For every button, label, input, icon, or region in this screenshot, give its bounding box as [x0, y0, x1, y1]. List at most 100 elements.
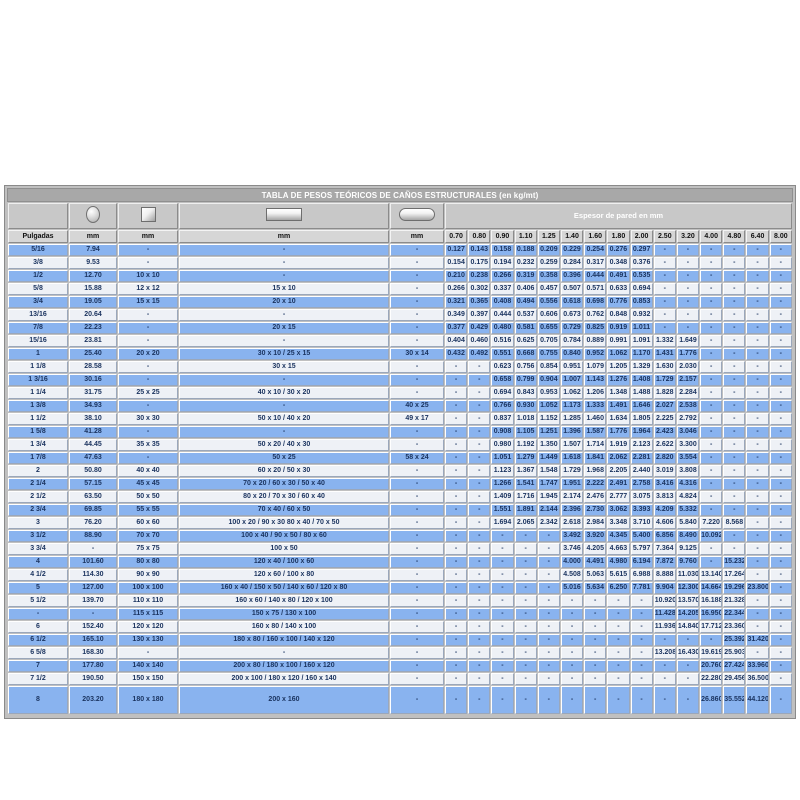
- cell-weight: 2.144: [537, 504, 560, 516]
- cell-weight: -: [700, 426, 723, 438]
- cell-weight: 5.840: [676, 517, 700, 529]
- cell-weight: -: [676, 283, 700, 295]
- cell-weight: -: [676, 244, 700, 256]
- cell-pulgadas: 3: [8, 517, 68, 529]
- unit-header-square-mm: mm: [118, 230, 178, 243]
- cell-weight: -: [468, 361, 491, 373]
- cell-weight: 1.052: [537, 400, 560, 412]
- cell-weight: -: [537, 647, 560, 659]
- cell-round-mm: 57.15: [69, 478, 117, 490]
- cell-weight: 35.552: [723, 686, 746, 714]
- cell-round-mm: 23.81: [69, 335, 117, 347]
- cell-weight: 6.856: [653, 530, 676, 542]
- cell-weight: -: [653, 296, 676, 308]
- cell-weight: 25.903: [723, 647, 746, 659]
- cell-weight: -: [700, 491, 723, 503]
- cell-oval-mm: -: [390, 322, 444, 334]
- cell-weight: -: [676, 634, 700, 646]
- cell-weight: 2.538: [676, 400, 700, 412]
- cell-weight: -: [769, 283, 792, 295]
- table-row: 5 1/2 139.70 110 x 110 160 x 60 / 140 x 80 …: [8, 595, 792, 607]
- cell-weight: -: [700, 283, 723, 295]
- cell-weight: -: [769, 374, 792, 386]
- cell-square-mm: 100 x 100: [118, 582, 178, 594]
- table-title: TABLA DE PESOS TEÓRICOS DE CAÑOS ESTRUCT…: [7, 188, 793, 202]
- cell-weight: -: [653, 283, 676, 295]
- cell-weight: -: [491, 634, 514, 646]
- cell-weight: -: [653, 673, 676, 685]
- cell-weight: -: [769, 426, 792, 438]
- table-row: 5/16 7.94- - -0.127 0.143 0.158 0.188 0.209 0.22…: [8, 244, 792, 256]
- cell-weight: -: [445, 478, 468, 490]
- table-row: 1 1/2 38.10 30 x 30 50 x 10 / 40 x 20 49 x 1…: [8, 413, 792, 425]
- cell-square-mm: -: [118, 335, 178, 347]
- table-row: 4 1/2 114.30 90 x 90 120 x 60 / 100 x 80- - -…: [8, 569, 792, 581]
- shape-cell-rectangular: [179, 203, 389, 229]
- cell-weight: 4.000: [560, 556, 584, 568]
- cell-pulgadas: 3 1/2: [8, 530, 68, 542]
- cell-weight: 14.664: [700, 582, 723, 594]
- cell-weight: 0.480: [491, 322, 514, 334]
- cell-rectangular-mm: 200 x 100 / 180 x 120 / 160 x 140: [179, 673, 389, 685]
- cell-square-mm: -: [118, 374, 178, 386]
- cell-weight: -: [468, 673, 491, 685]
- cell-weight: -: [700, 361, 723, 373]
- cell-weight: 1.051: [491, 452, 514, 464]
- cell-weight: -: [676, 296, 700, 308]
- cell-weight: 4.316: [676, 478, 700, 490]
- cell-weight: 0.952: [584, 348, 607, 360]
- cell-weight: 1.007: [560, 374, 584, 386]
- cell-weight: 1.716: [514, 491, 537, 503]
- cell-weight: 10.920: [653, 595, 676, 607]
- cell-weight: -: [468, 530, 491, 542]
- cell-weight: -: [769, 465, 792, 477]
- cell-round-mm: 168.30: [69, 647, 117, 659]
- cell-weight: 1.449: [537, 452, 560, 464]
- cell-weight: -: [769, 686, 792, 714]
- cell-weight: -: [723, 491, 746, 503]
- cell-weight: -: [746, 556, 769, 568]
- cell-weight: 7.220: [700, 517, 723, 529]
- cell-weight: -: [769, 439, 792, 451]
- cell-pulgadas: 1 3/4: [8, 439, 68, 451]
- cell-weight: -: [746, 621, 769, 633]
- cell-pulgadas: 1 5/8: [8, 426, 68, 438]
- cell-pulgadas: 6 5/8: [8, 647, 68, 659]
- cell-weight: -: [676, 257, 700, 269]
- cell-weight: 36.500: [746, 673, 769, 685]
- cell-weight: -: [560, 608, 584, 620]
- cell-round-mm: 38.10: [69, 413, 117, 425]
- cell-weight: 31.420: [746, 634, 769, 646]
- cell-weight: -: [769, 322, 792, 334]
- cell-weight: 8.490: [676, 530, 700, 542]
- cell-pulgadas: 7: [8, 660, 68, 672]
- cell-weight: -: [630, 595, 653, 607]
- cell-weight: 16.430: [676, 647, 700, 659]
- cell-weight: -: [653, 309, 676, 321]
- cell-weight: -: [445, 452, 468, 464]
- cell-weight: 23.360: [723, 621, 746, 633]
- cell-oval-mm: 30 x 14: [390, 348, 444, 360]
- cell-weight: -: [746, 296, 769, 308]
- thickness-header: 3.20: [676, 230, 700, 243]
- cell-weight: 0.729: [560, 322, 584, 334]
- cell-weight: -: [584, 647, 607, 659]
- cell-weight: -: [769, 257, 792, 269]
- cell-weight: 0.444: [491, 309, 514, 321]
- cell-rectangular-mm: 80 x 20 / 70 x 30 / 60 x 40: [179, 491, 389, 503]
- cell-weight: 0.854: [537, 361, 560, 373]
- cell-weight: 4.345: [607, 530, 630, 542]
- shape-cell-round: [69, 203, 117, 229]
- cell-weight: 0.358: [537, 270, 560, 282]
- cell-weight: 1.891: [514, 504, 537, 516]
- cell-weight: -: [676, 673, 700, 685]
- cell-weight: -: [746, 387, 769, 399]
- cell-weight: 0.365: [468, 296, 491, 308]
- cell-weight: -: [746, 322, 769, 334]
- cell-weight: -: [445, 543, 468, 555]
- cell-weight: 0.232: [514, 257, 537, 269]
- cell-weight: -: [700, 309, 723, 321]
- cell-weight: -: [700, 374, 723, 386]
- cell-weight: 0.317: [584, 257, 607, 269]
- shape-icon-row: Espesor de pared en mm: [8, 203, 792, 229]
